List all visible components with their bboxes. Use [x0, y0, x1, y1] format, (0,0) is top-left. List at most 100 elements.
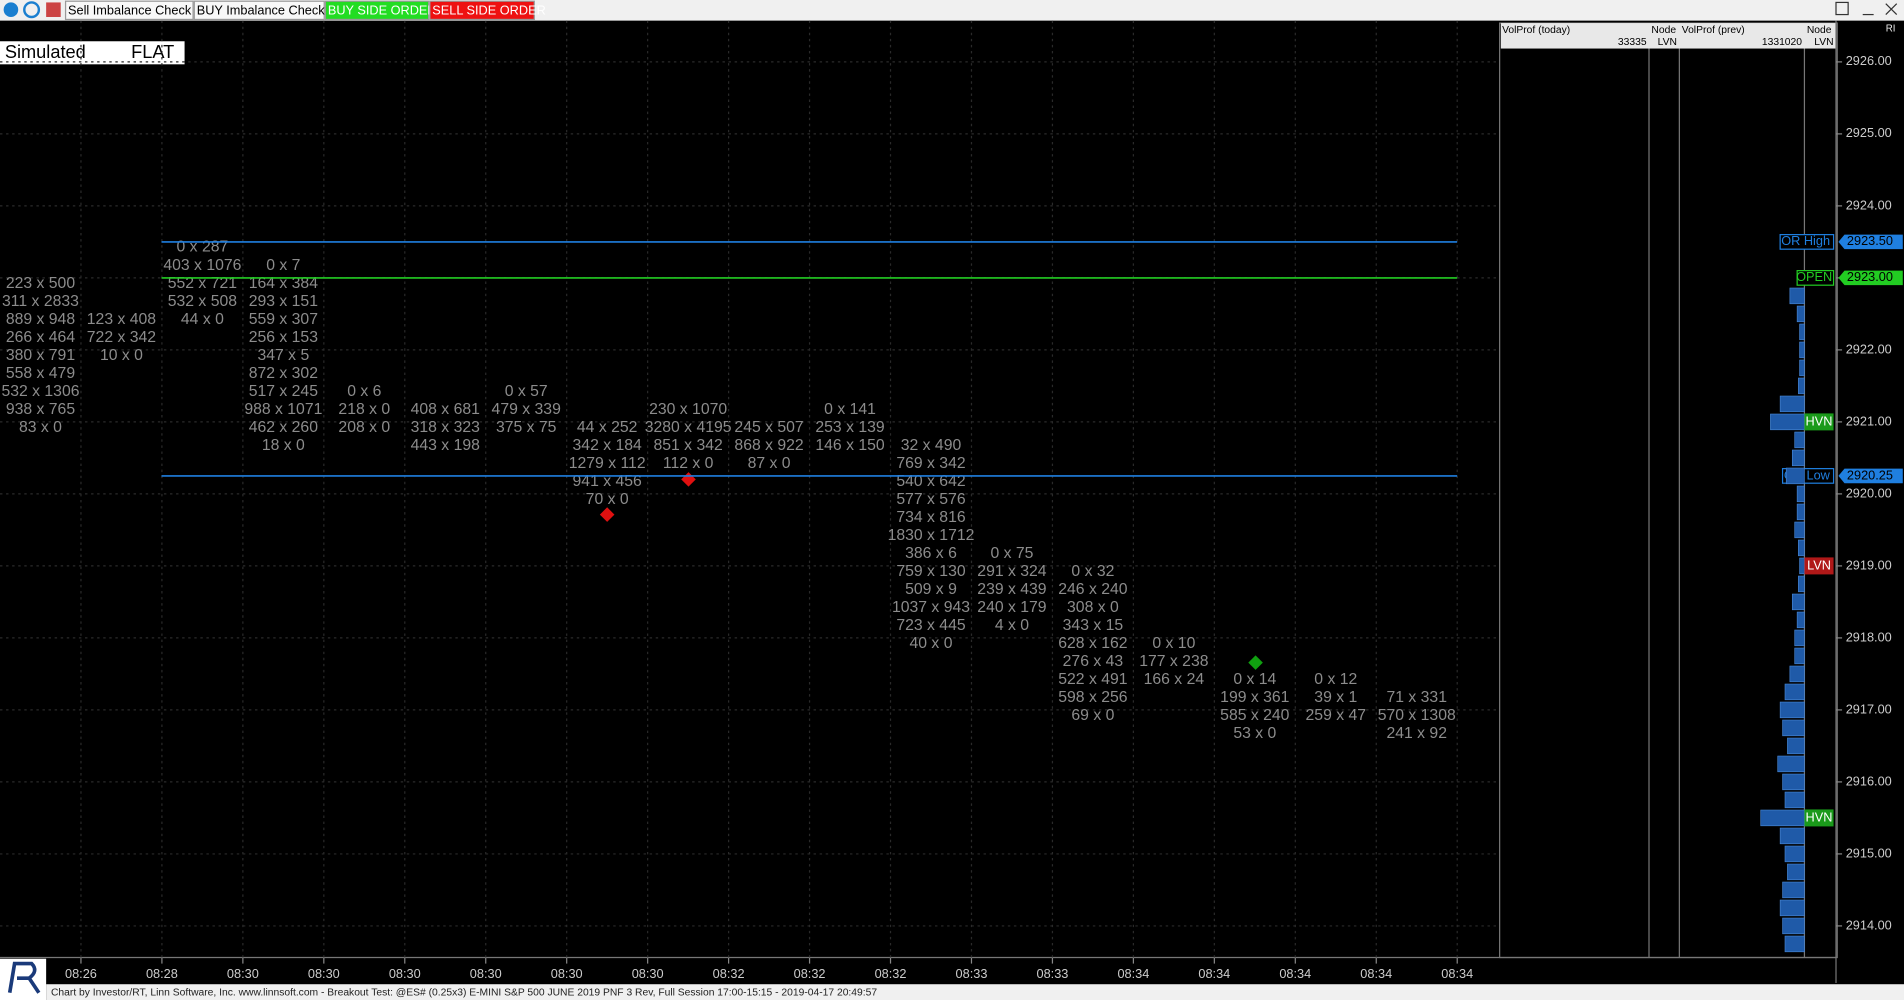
- footprint-cell: 0 x 7: [266, 257, 300, 274]
- footprint-cell: 734 x 816: [896, 509, 966, 526]
- footprint-cell: 0 x 12: [1314, 671, 1357, 688]
- profile-value: LVN: [1658, 37, 1677, 48]
- profile-bar: [1791, 593, 1805, 611]
- profile-header: Node: [1807, 25, 1832, 36]
- footprint-cell: 380 x 791: [6, 347, 75, 364]
- footprint-cell: 0 x 287: [177, 239, 229, 256]
- profile-bar: [1770, 413, 1805, 431]
- profile-bar: [1794, 431, 1805, 449]
- footprint-cell: 532 x 1306: [1, 383, 79, 400]
- icon[interactable]: [23, 1, 41, 19]
- profile-header: [1500, 23, 1836, 49]
- footprint-cell: 988 x 1071: [244, 401, 322, 418]
- toolbar-button[interactable]: [64, 0, 194, 21]
- footprint-cell: 311 x 2833: [2, 293, 79, 310]
- footprint-cell: 0 x 10: [1152, 635, 1195, 652]
- footprint-cell: 598 x 256: [1058, 689, 1128, 706]
- footprint-cell: 343 x 15: [1063, 617, 1124, 634]
- price-tick-label: 2925.00: [1846, 125, 1892, 140]
- footprint-cell: 146 x 150: [815, 437, 885, 454]
- toolbar-button[interactable]: [324, 0, 430, 21]
- icon[interactable]: [46, 2, 61, 17]
- icon[interactable]: [3, 2, 19, 17]
- profile-bar: [1784, 683, 1805, 701]
- profile-bar: [1784, 935, 1805, 953]
- footprint-cell: 851 x 342: [653, 437, 722, 454]
- level-price-box: [1838, 234, 1903, 250]
- profile-bar: [1779, 899, 1805, 917]
- signal-marker: [1248, 655, 1263, 670]
- footprint-cell: 347 x 5: [257, 347, 309, 364]
- footprint-cell: 18 x 0: [262, 437, 305, 454]
- footprint-cell: 0 x 14: [1233, 671, 1276, 688]
- level-name: OR High: [1781, 233, 1830, 248]
- footprint-cell: 164 x 384: [249, 275, 319, 292]
- footprint-cell: 259 x 47: [1306, 707, 1367, 724]
- footprint-cell: 276 x 43: [1063, 653, 1124, 670]
- profile-value: LVN: [1814, 37, 1833, 48]
- toolbar-button-label[interactable]: BUY Imbalance Check E: [197, 2, 337, 17]
- node-label: HVN: [1806, 413, 1833, 428]
- footprint-cell: 462 x 260: [249, 419, 319, 436]
- footprint-cell: 1037 x 943: [892, 599, 970, 616]
- status-box: [0, 41, 185, 65]
- time-label: 08:30: [389, 966, 421, 981]
- profile-bar: [1794, 647, 1805, 665]
- node-label: LVN: [1807, 557, 1831, 572]
- profile-bar: [1779, 827, 1805, 845]
- time-label: 08:26: [65, 966, 97, 981]
- footprint-cell: 532 x 508: [168, 293, 238, 310]
- toolbar-button[interactable]: [429, 0, 535, 21]
- footprint-cell: 0 x 141: [824, 401, 876, 418]
- footprint-cell: 938 x 765: [6, 401, 76, 418]
- footprint-cell: 0 x 6: [347, 383, 381, 400]
- profile-bar: [1782, 917, 1805, 935]
- price-tick-label: 2916.00: [1846, 773, 1892, 788]
- profile-bar: [1784, 791, 1805, 809]
- footprint-cell: 552 x 721: [168, 275, 237, 292]
- footprint-cell: 253 x 139: [815, 419, 885, 436]
- time-label: 08:28: [146, 966, 178, 981]
- footprint-cell: 408 x 681: [411, 401, 480, 418]
- footprint-cell: 318 x 323: [411, 419, 481, 436]
- footprint-cell: 223 x 500: [6, 275, 76, 292]
- window-close[interactable]: [1885, 3, 1898, 15]
- footprint-cell: 245 x 507: [734, 419, 803, 436]
- time-label: 08:32: [875, 966, 907, 981]
- toolbar-button[interactable]: [193, 0, 325, 21]
- profile-bar: [1789, 665, 1805, 683]
- footprint-cell: 293 x 151: [249, 293, 318, 310]
- footprint-cell: 308 x 0: [1067, 599, 1119, 616]
- footprint-cell: 577 x 576: [896, 491, 966, 508]
- footprint-cell: 70 x 0: [586, 491, 629, 508]
- time-label: 08:34: [1198, 966, 1230, 981]
- status-mode: Simulated: [5, 42, 86, 62]
- profile-bar: [1777, 755, 1805, 773]
- footprint-cell: 218 x 0: [338, 401, 390, 418]
- footprint-cell: 69 x 0: [1071, 707, 1114, 724]
- time-label: 08:33: [956, 966, 988, 981]
- time-label: 08:34: [1441, 966, 1473, 981]
- toolbar-button-label[interactable]: BUY SIDE ORDER: [328, 2, 437, 17]
- footprint-cell: 628 x 162: [1058, 635, 1127, 652]
- footprint-cell: 241 x 92: [1386, 725, 1447, 742]
- footprint-cell: 403 x 1076: [163, 257, 241, 274]
- profile-bar: [1796, 611, 1805, 629]
- price-tick-label: 2918.00: [1846, 629, 1892, 644]
- profile-bar: [1799, 557, 1805, 575]
- footprint-cell: 53 x 0: [1233, 725, 1276, 742]
- time-label: 08:30: [632, 966, 664, 981]
- level-tag: [1796, 270, 1835, 286]
- footprint-cell: 44 x 0: [181, 311, 224, 328]
- toolbar-button-label[interactable]: SELL SIDE ORDER: [432, 2, 546, 17]
- price-tick-label: 2924.00: [1846, 197, 1892, 212]
- footprint-cell: 1279 x 112: [569, 455, 646, 472]
- time-label: 08:34: [1360, 966, 1392, 981]
- time-label: 08:30: [227, 966, 259, 981]
- toolbar-button-label[interactable]: Sell Imbalance Check: [68, 2, 192, 17]
- window-restore[interactable]: [1835, 1, 1849, 16]
- profile-bar: [1799, 323, 1805, 341]
- profile-bar: [1799, 359, 1805, 377]
- price-tick-label: 2914.00: [1846, 917, 1892, 932]
